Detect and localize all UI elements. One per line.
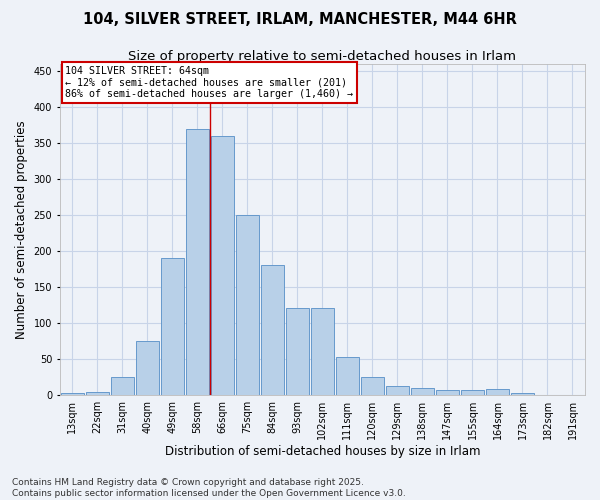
Bar [86, 392, 109, 394]
Bar [386, 386, 409, 394]
Bar [136, 341, 159, 394]
Text: 104, SILVER STREET, IRLAM, MANCHESTER, M44 6HR: 104, SILVER STREET, IRLAM, MANCHESTER, M… [83, 12, 517, 28]
Bar [336, 358, 359, 395]
Bar [236, 215, 259, 394]
Bar [161, 258, 184, 394]
Text: Contains HM Land Registry data © Crown copyright and database right 2025.
Contai: Contains HM Land Registry data © Crown c… [12, 478, 406, 498]
Bar [186, 129, 209, 394]
Bar [436, 390, 459, 394]
Bar [486, 389, 509, 394]
Title: Size of property relative to semi-detached houses in Irlam: Size of property relative to semi-detach… [128, 50, 517, 63]
Bar [311, 308, 334, 394]
Bar [411, 388, 434, 394]
Bar [286, 308, 309, 394]
Bar [211, 136, 234, 394]
Bar [261, 266, 284, 394]
Y-axis label: Number of semi-detached properties: Number of semi-detached properties [15, 120, 28, 339]
Bar [461, 390, 484, 394]
X-axis label: Distribution of semi-detached houses by size in Irlam: Distribution of semi-detached houses by … [164, 444, 480, 458]
Bar [111, 376, 134, 394]
Text: 104 SILVER STREET: 64sqm
← 12% of semi-detached houses are smaller (201)
86% of : 104 SILVER STREET: 64sqm ← 12% of semi-d… [65, 66, 353, 99]
Bar [361, 376, 384, 394]
